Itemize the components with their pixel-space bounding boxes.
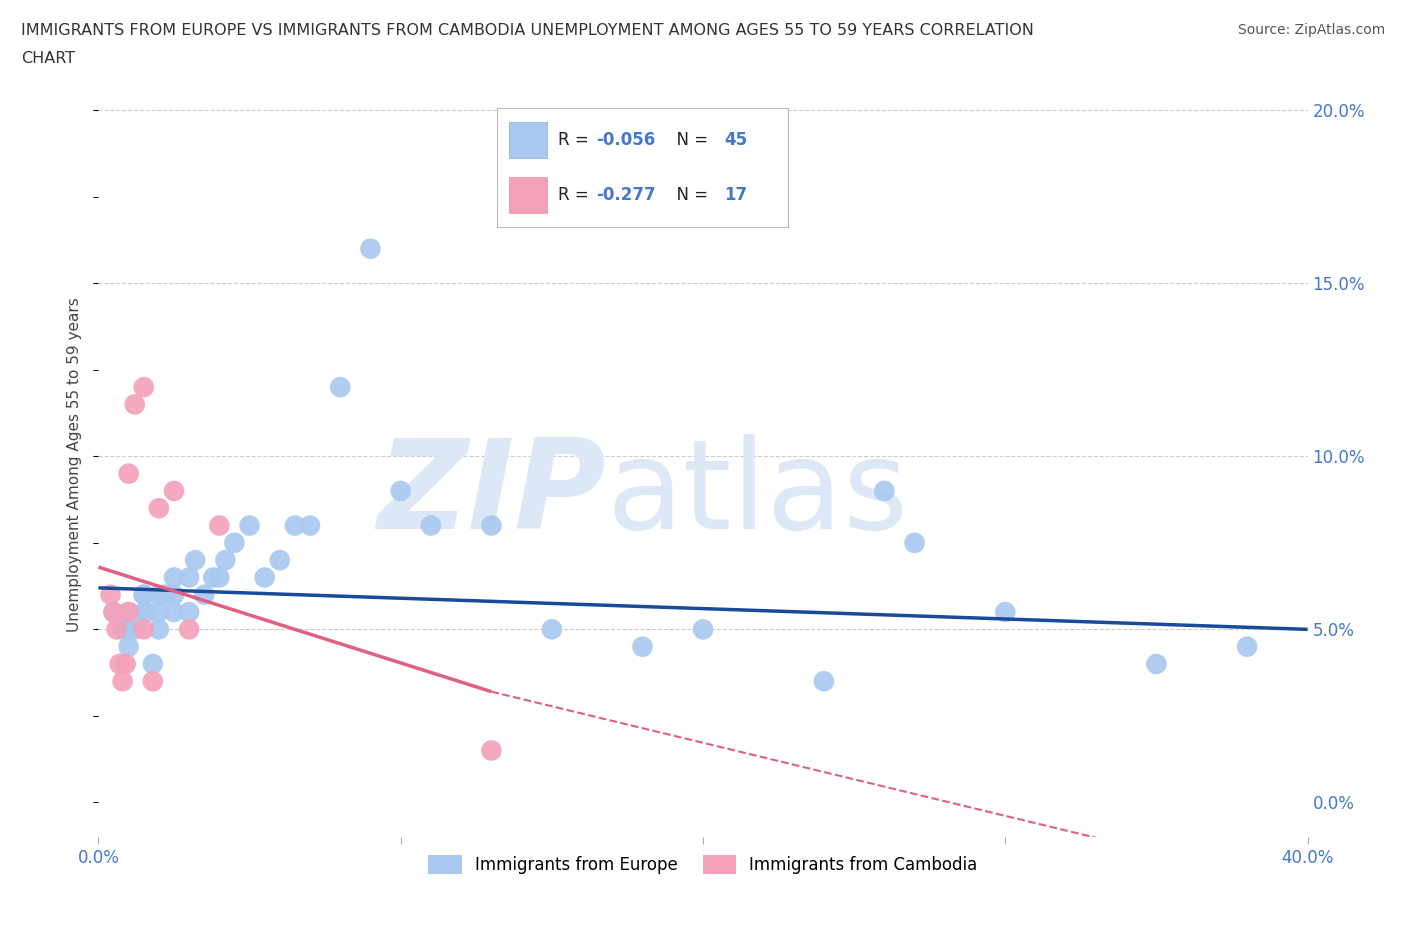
Text: ZIP: ZIP: [378, 434, 606, 555]
Point: [284, 518, 307, 533]
Point: [904, 536, 927, 551]
Point: [481, 743, 503, 758]
Point: [179, 604, 201, 619]
Point: [135, 604, 157, 619]
Point: [163, 570, 186, 585]
Point: [163, 484, 186, 498]
Point: [118, 604, 141, 619]
Point: [163, 604, 186, 619]
Text: CHART: CHART: [21, 51, 75, 66]
Point: [132, 604, 155, 619]
Point: [540, 622, 562, 637]
Point: [179, 570, 201, 585]
Point: [184, 552, 207, 567]
Point: [813, 674, 835, 689]
Point: [148, 604, 170, 619]
Point: [132, 588, 155, 603]
Point: [103, 604, 125, 619]
Point: [111, 674, 134, 689]
Point: [142, 657, 165, 671]
Point: [389, 484, 412, 498]
Point: [269, 552, 291, 567]
Point: [100, 588, 122, 603]
Point: [142, 674, 165, 689]
Point: [132, 588, 155, 603]
Point: [1236, 639, 1258, 654]
Point: [692, 622, 714, 637]
Point: [208, 570, 231, 585]
Point: [118, 639, 141, 654]
Point: [153, 588, 176, 603]
Point: [111, 622, 134, 637]
Point: [179, 622, 201, 637]
Point: [208, 518, 231, 533]
Text: atlas: atlas: [606, 434, 908, 555]
Text: IMMIGRANTS FROM EUROPE VS IMMIGRANTS FROM CAMBODIA UNEMPLOYMENT AMONG AGES 55 TO: IMMIGRANTS FROM EUROPE VS IMMIGRANTS FRO…: [21, 23, 1033, 38]
Point: [132, 379, 155, 394]
Point: [360, 241, 382, 256]
Point: [253, 570, 276, 585]
Point: [148, 501, 170, 516]
Point: [481, 518, 503, 533]
Point: [105, 622, 128, 637]
Y-axis label: Unemployment Among Ages 55 to 59 years: Unemployment Among Ages 55 to 59 years: [67, 298, 83, 632]
Point: [329, 379, 352, 394]
Point: [239, 518, 262, 533]
Point: [193, 588, 215, 603]
Point: [631, 639, 654, 654]
Point: [103, 604, 125, 619]
Point: [994, 604, 1017, 619]
Point: [214, 552, 236, 567]
Point: [163, 588, 186, 603]
Point: [118, 604, 141, 619]
Point: [118, 622, 141, 637]
Point: [299, 518, 322, 533]
Point: [132, 622, 155, 637]
Point: [114, 657, 136, 671]
Point: [108, 657, 131, 671]
Point: [124, 622, 146, 637]
Point: [118, 466, 141, 481]
Point: [124, 397, 146, 412]
Point: [148, 588, 170, 603]
Point: [224, 536, 246, 551]
Legend: Immigrants from Europe, Immigrants from Cambodia: Immigrants from Europe, Immigrants from …: [422, 848, 984, 881]
Text: Source: ZipAtlas.com: Source: ZipAtlas.com: [1237, 23, 1385, 37]
Point: [1144, 657, 1167, 671]
Point: [420, 518, 443, 533]
Point: [148, 622, 170, 637]
Point: [873, 484, 896, 498]
Point: [202, 570, 225, 585]
